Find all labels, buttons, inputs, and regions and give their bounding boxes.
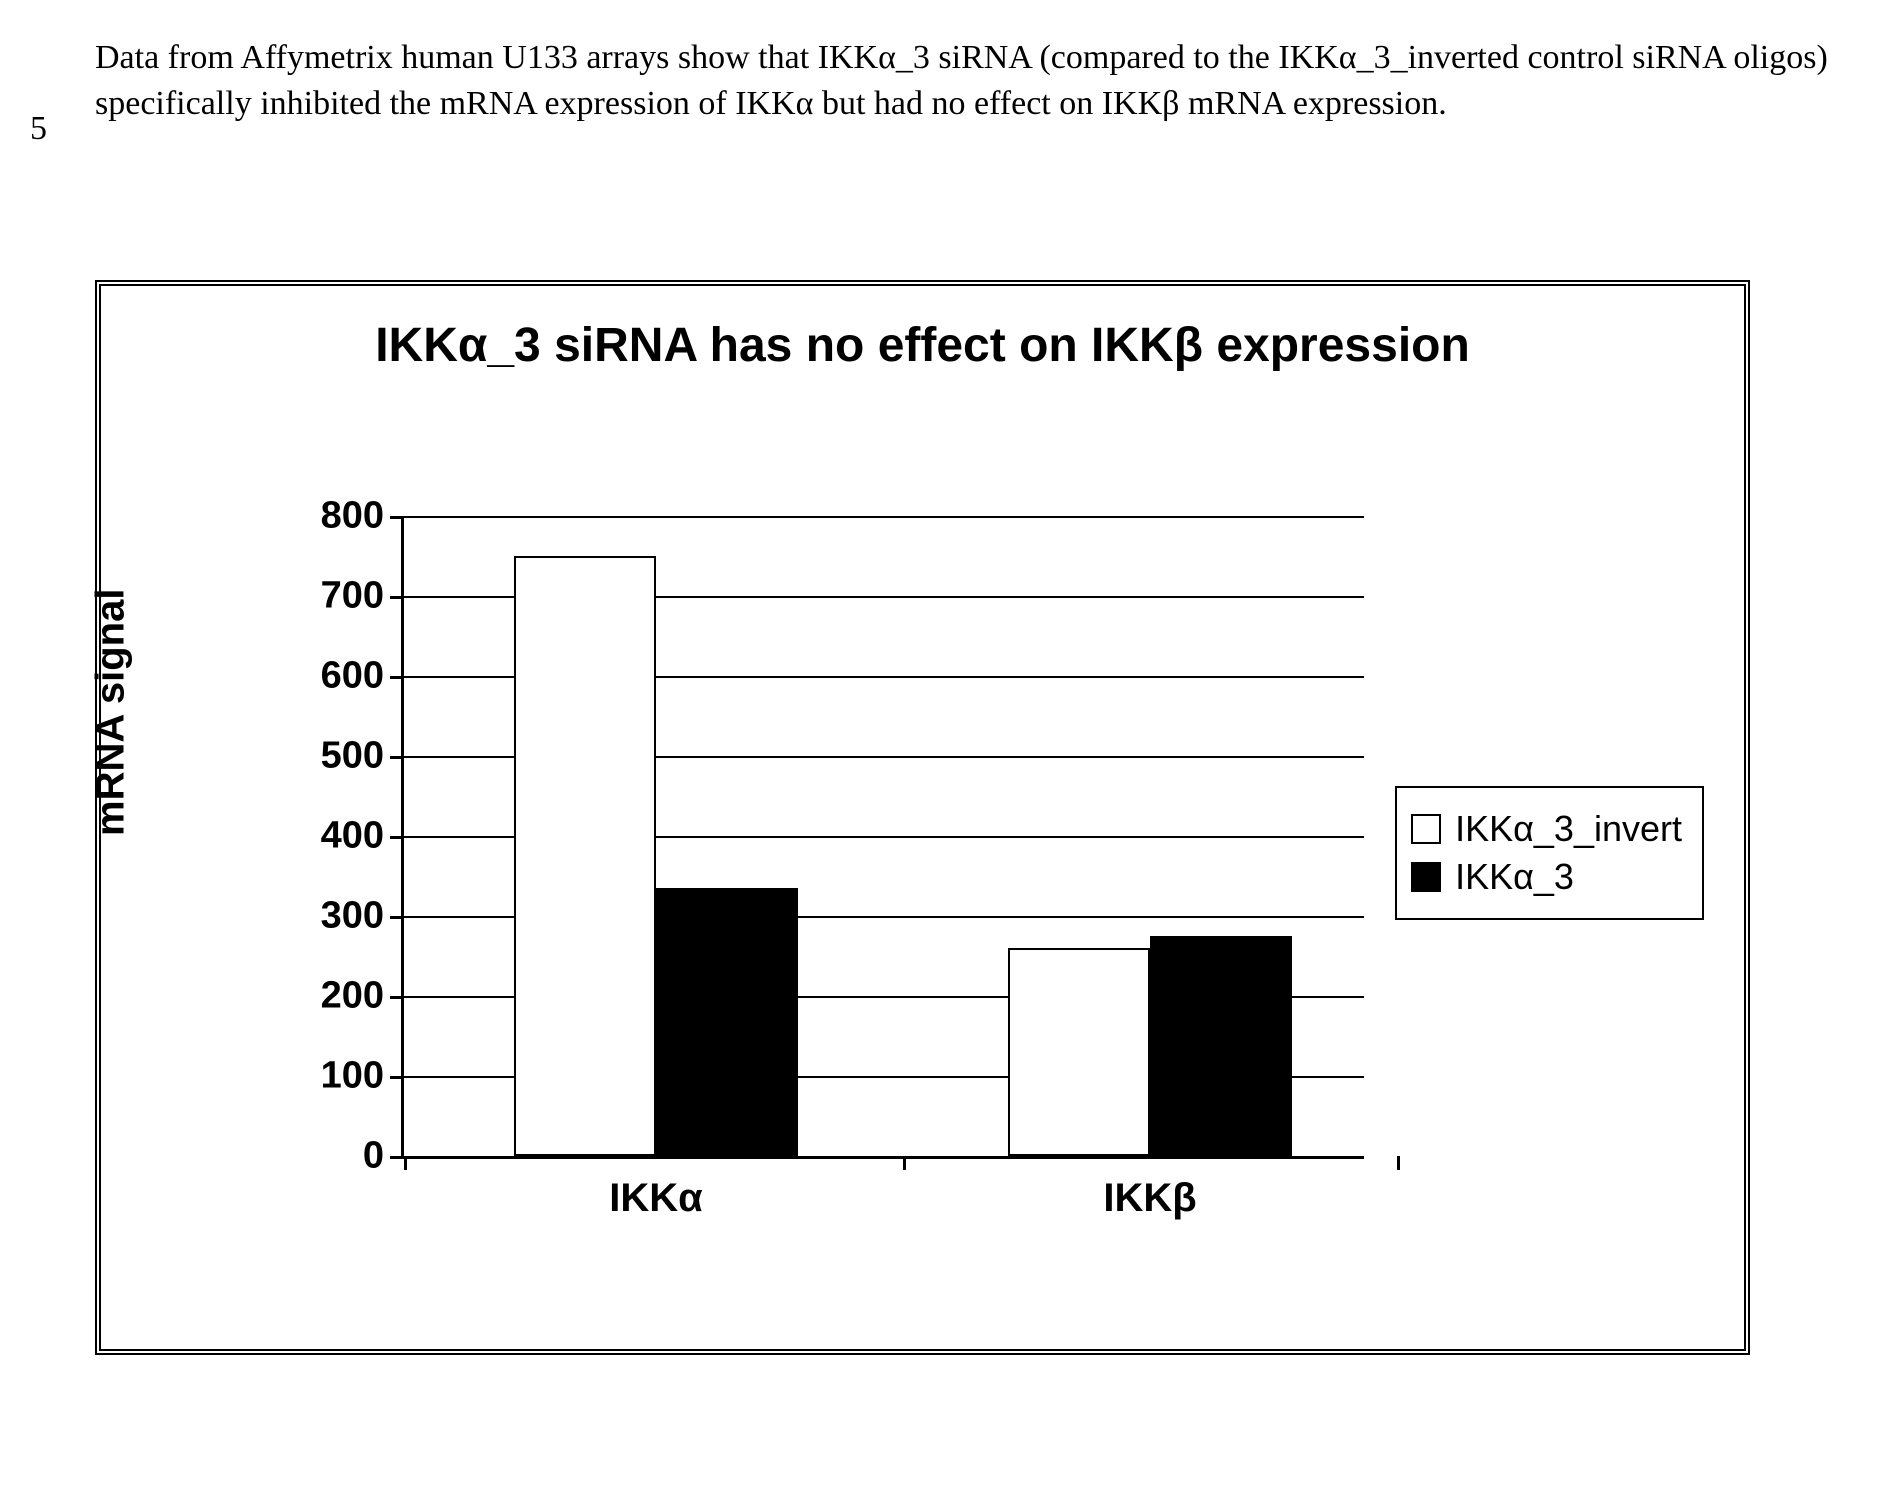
- x-tick-mark: [903, 1156, 906, 1170]
- x-category-label: IKKα: [609, 1176, 702, 1221]
- plot-area: 0100200300400500600700800IKKαIKKβ: [401, 516, 1364, 1159]
- chart-frame: IKKα_3 siRNA has no effect on IKKβ expre…: [95, 280, 1750, 1355]
- page: 5 Data from Affymetrix human U133 arrays…: [0, 0, 1885, 1498]
- y-tick-mark: [390, 996, 404, 999]
- y-tick-mark: [390, 836, 404, 839]
- y-tick-mark: [390, 756, 404, 759]
- bar: [656, 888, 798, 1156]
- y-tick-label: 100: [254, 1055, 384, 1098]
- y-tick-label: 800: [254, 495, 384, 538]
- legend-label: IKKα_3_invert: [1455, 808, 1682, 850]
- bar: [1150, 936, 1292, 1156]
- legend-item: IKKα_3: [1411, 856, 1682, 898]
- page-number: 5: [30, 110, 47, 148]
- grid-line: [404, 516, 1364, 518]
- y-tick-mark: [390, 1156, 404, 1159]
- y-tick-mark: [390, 1076, 404, 1079]
- y-tick-mark: [390, 596, 404, 599]
- y-tick-mark: [390, 676, 404, 679]
- legend-item: IKKα_3_invert: [1411, 808, 1682, 850]
- chart-title: IKKα_3 siRNA has no effect on IKKβ expre…: [101, 316, 1744, 376]
- bar: [514, 556, 656, 1156]
- legend-swatch-icon: [1411, 814, 1441, 844]
- y-tick-label: 300: [254, 895, 384, 938]
- legend-swatch-icon: [1411, 862, 1441, 892]
- y-axis-label: mRNA signal: [89, 588, 134, 835]
- intro-paragraph: Data from Affymetrix human U133 arrays s…: [95, 35, 1835, 127]
- y-tick-label: 200: [254, 975, 384, 1018]
- y-tick-mark: [390, 516, 404, 519]
- y-tick-label: 700: [254, 575, 384, 618]
- legend: IKKα_3_invert IKKα_3: [1395, 786, 1704, 920]
- y-tick-label: 0: [254, 1135, 384, 1178]
- y-tick-label: 400: [254, 815, 384, 858]
- legend-label: IKKα_3: [1455, 856, 1574, 898]
- x-tick-mark: [404, 1156, 407, 1170]
- bar: [1008, 948, 1150, 1156]
- x-tick-mark: [1397, 1156, 1400, 1170]
- y-tick-label: 600: [254, 655, 384, 698]
- y-tick-mark: [390, 916, 404, 919]
- y-tick-label: 500: [254, 735, 384, 778]
- x-category-label: IKKβ: [1103, 1176, 1196, 1221]
